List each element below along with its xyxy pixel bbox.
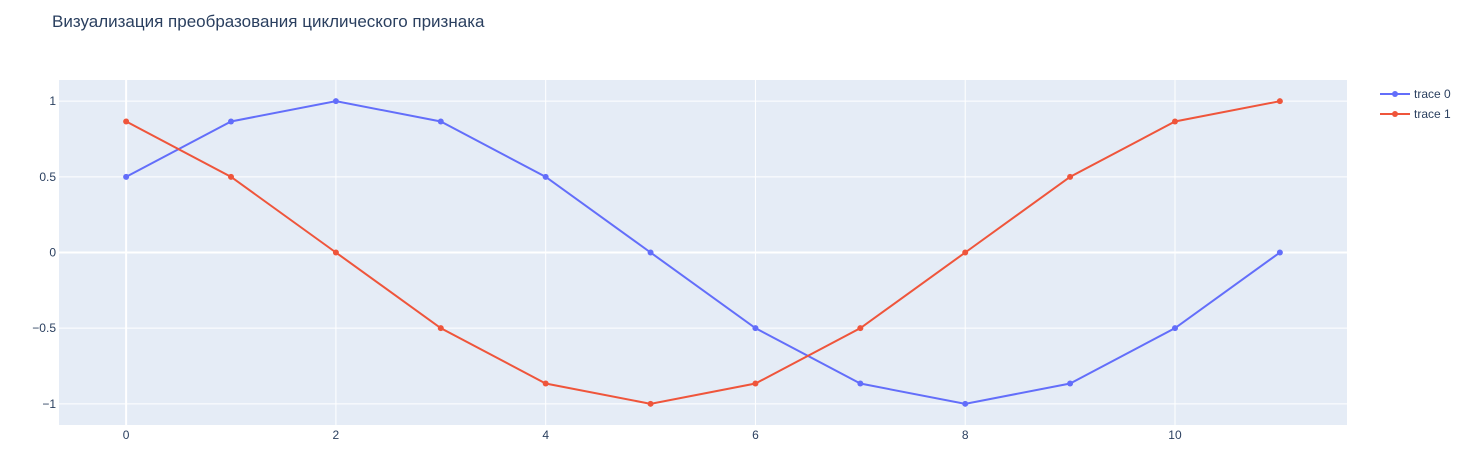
data-point (1171, 325, 1178, 332)
y-tick-label: 0 (49, 246, 56, 260)
data-point (752, 325, 759, 332)
chart-title: Визуализация преобразования циклического… (52, 12, 485, 31)
data-point (857, 325, 864, 332)
series-1 (123, 98, 1283, 407)
data-point (437, 118, 444, 125)
data-point (752, 380, 759, 387)
x-tick-label: 2 (333, 428, 340, 442)
data-point (647, 249, 654, 256)
data-point (962, 400, 969, 407)
data-point (332, 249, 339, 256)
axes: 0 2 4 6 8 10 1 0.5 0 −0.5 −1 (32, 94, 1182, 442)
x-tick-label: 4 (542, 428, 549, 442)
data-point (542, 380, 549, 387)
data-point (228, 118, 235, 125)
x-tick-label: 8 (962, 428, 969, 442)
series (123, 98, 1283, 407)
y-tick-label: −0.5 (32, 321, 56, 335)
series-line (125, 100, 1281, 405)
y-tick-label: 0.5 (39, 170, 56, 184)
data-point (1171, 118, 1178, 125)
data-point (123, 173, 130, 180)
data-point (1276, 98, 1283, 105)
series-line (125, 100, 1281, 405)
legend-label: trace 0 (1414, 87, 1451, 101)
data-point (1067, 380, 1074, 387)
x-tick-label: 6 (752, 428, 759, 442)
legend-item[interactable]: trace 0 (1380, 87, 1451, 101)
x-tick-label: 0 (123, 428, 130, 442)
data-point (1067, 173, 1074, 180)
x-tick-label: 10 (1168, 428, 1182, 442)
data-point (857, 380, 864, 387)
data-point (542, 173, 549, 180)
data-point (228, 173, 235, 180)
y-tick-label: −1 (42, 397, 56, 411)
legend-item[interactable]: trace 1 (1380, 107, 1451, 121)
legend-swatch-marker (1392, 91, 1398, 97)
y-tick-label: 1 (49, 94, 56, 108)
data-point (962, 249, 969, 256)
grid (59, 80, 1347, 425)
legend-label: trace 1 (1414, 107, 1451, 121)
data-point (437, 325, 444, 332)
legend[interactable]: trace 0 trace 1 (1380, 87, 1451, 121)
data-point (123, 118, 130, 125)
data-point (332, 98, 339, 105)
data-point (647, 400, 654, 407)
data-point (1276, 249, 1283, 256)
series-0 (123, 98, 1283, 407)
legend-swatch-marker (1392, 111, 1398, 117)
